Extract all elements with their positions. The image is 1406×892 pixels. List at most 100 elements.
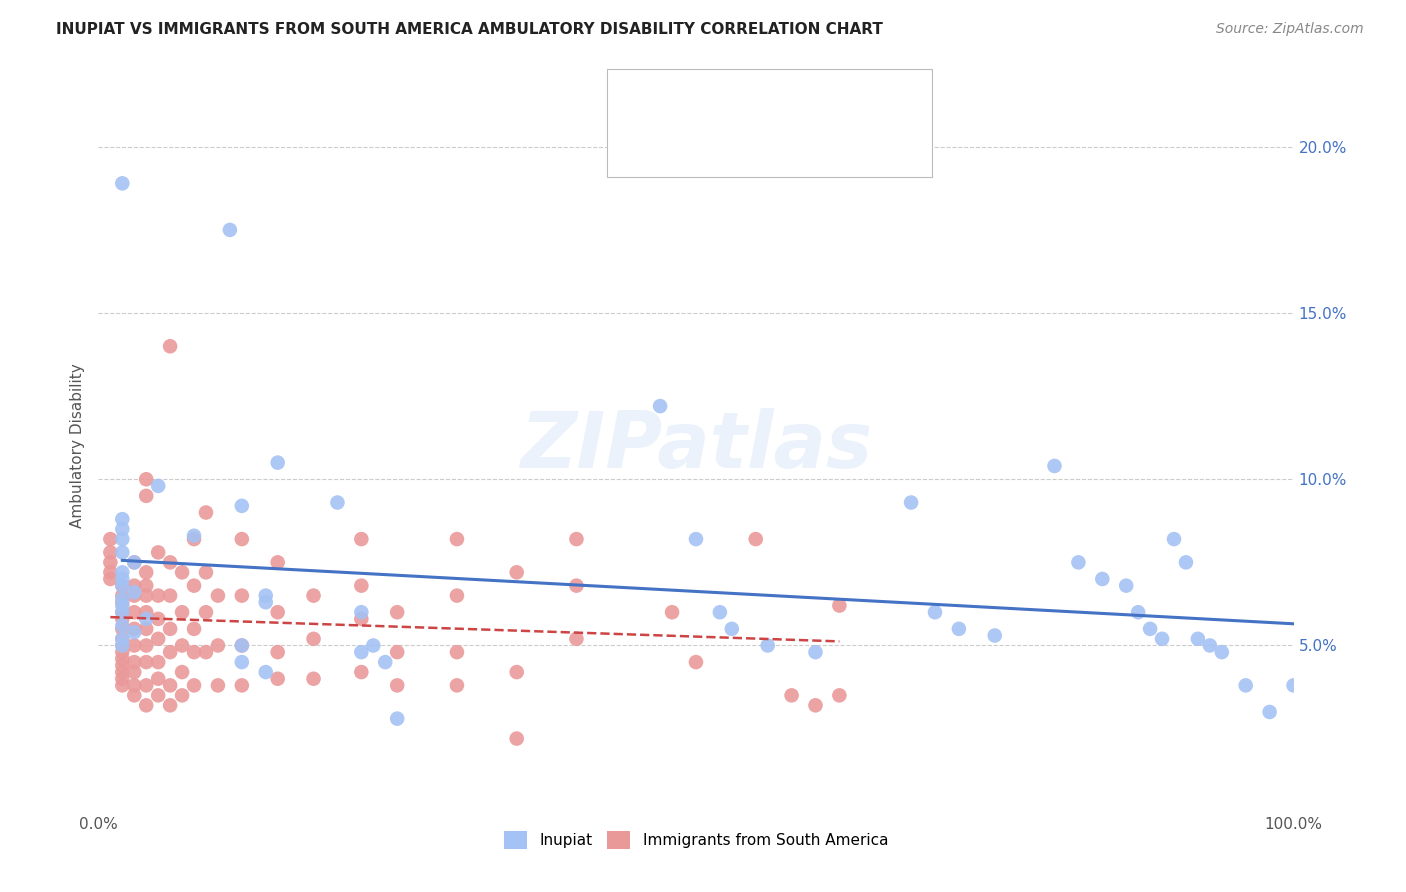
Point xyxy=(148,479,170,493)
Point xyxy=(124,605,146,619)
Point xyxy=(685,532,707,546)
Point xyxy=(948,622,970,636)
Point xyxy=(254,665,277,679)
Point xyxy=(267,605,290,619)
Point xyxy=(111,532,134,546)
Point xyxy=(98,555,122,569)
Point xyxy=(111,177,134,191)
Point xyxy=(111,672,134,686)
Point xyxy=(111,652,134,666)
Point xyxy=(302,632,325,646)
Point xyxy=(124,689,146,703)
Point xyxy=(124,555,146,569)
Point xyxy=(135,612,157,626)
Point xyxy=(124,585,146,599)
Point xyxy=(111,678,134,692)
Point xyxy=(446,532,468,546)
Point xyxy=(267,645,290,659)
Point xyxy=(984,628,1007,642)
Point xyxy=(135,472,157,486)
Point xyxy=(565,532,588,546)
Point xyxy=(148,689,170,703)
Text: N =: N = xyxy=(783,96,831,112)
Point xyxy=(111,566,134,580)
Point xyxy=(1199,639,1222,653)
Text: ZIPatlas: ZIPatlas xyxy=(520,408,872,484)
Point xyxy=(219,223,242,237)
Point xyxy=(183,645,205,659)
Point xyxy=(267,672,290,686)
Point xyxy=(159,589,181,603)
Point xyxy=(124,655,146,669)
Point xyxy=(159,698,181,713)
Point xyxy=(135,579,157,593)
Point xyxy=(111,579,134,593)
Point xyxy=(231,639,253,653)
Point xyxy=(267,456,290,470)
Point xyxy=(111,579,134,593)
Point xyxy=(111,605,134,619)
Legend: Inupiat, Immigrants from South America: Inupiat, Immigrants from South America xyxy=(498,824,894,855)
Point xyxy=(195,645,218,659)
Point xyxy=(111,589,134,603)
Point xyxy=(231,655,253,669)
Point xyxy=(1163,532,1185,546)
Point xyxy=(111,572,134,586)
Point xyxy=(267,555,290,569)
Point xyxy=(183,529,205,543)
Point xyxy=(159,339,181,353)
Point xyxy=(756,639,779,653)
Point xyxy=(350,605,373,619)
Point xyxy=(124,625,146,640)
Point xyxy=(111,658,134,673)
Point xyxy=(780,689,803,703)
Point xyxy=(565,632,588,646)
Point xyxy=(721,622,744,636)
Point xyxy=(135,605,157,619)
Point xyxy=(111,622,134,636)
Y-axis label: Ambulatory Disability: Ambulatory Disability xyxy=(70,364,86,528)
Point xyxy=(709,605,731,619)
Point xyxy=(183,622,205,636)
Point xyxy=(350,612,373,626)
Point xyxy=(231,678,253,692)
Point xyxy=(135,698,157,713)
Point xyxy=(111,545,134,559)
Point xyxy=(1187,632,1209,646)
Text: INUPIAT VS IMMIGRANTS FROM SOUTH AMERICA AMBULATORY DISABILITY CORRELATION CHART: INUPIAT VS IMMIGRANTS FROM SOUTH AMERICA… xyxy=(56,22,883,37)
Point xyxy=(254,589,277,603)
Point xyxy=(172,639,194,653)
Point xyxy=(231,639,253,653)
Point xyxy=(506,731,529,746)
Point xyxy=(350,645,373,659)
Point xyxy=(648,399,672,413)
Point xyxy=(661,605,683,619)
Point xyxy=(111,632,134,646)
Point xyxy=(124,579,146,593)
Point xyxy=(159,555,181,569)
Point xyxy=(111,665,134,679)
Point xyxy=(685,655,707,669)
Point xyxy=(207,639,229,653)
Point xyxy=(350,579,373,593)
Point xyxy=(135,622,157,636)
Point xyxy=(183,579,205,593)
Point xyxy=(111,612,134,626)
Point xyxy=(506,566,529,580)
Point xyxy=(124,589,146,603)
Point xyxy=(1152,632,1174,646)
Point xyxy=(124,665,146,679)
Point xyxy=(111,522,134,536)
Point xyxy=(111,639,134,653)
Point xyxy=(98,566,122,580)
Point xyxy=(195,566,218,580)
Point xyxy=(172,689,194,703)
Text: R =: R = xyxy=(658,96,696,112)
Point xyxy=(207,589,229,603)
Text: 106: 106 xyxy=(834,112,866,127)
Point xyxy=(172,665,194,679)
Point xyxy=(350,665,373,679)
Point xyxy=(111,591,134,606)
Point xyxy=(111,599,134,613)
Point xyxy=(148,545,170,559)
